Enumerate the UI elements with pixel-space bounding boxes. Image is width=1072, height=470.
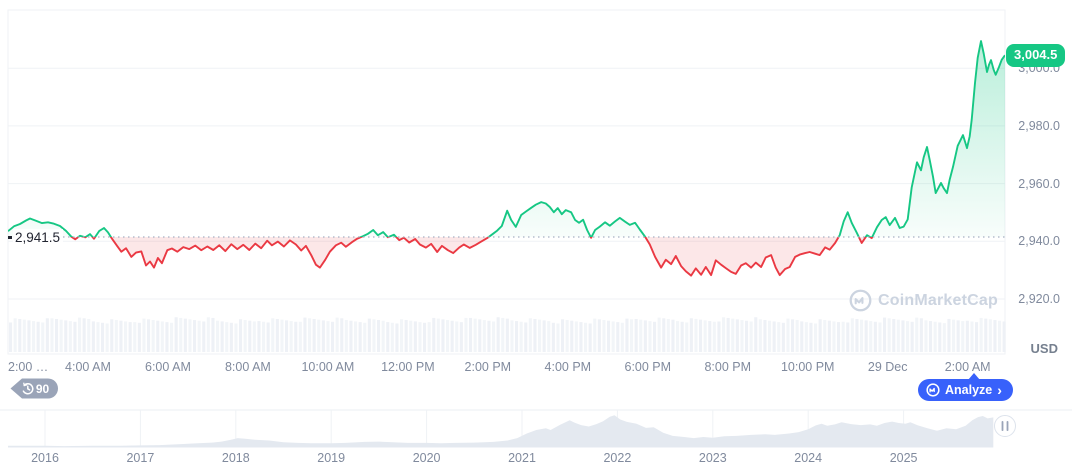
- watermark-text: CoinMarketCap: [878, 291, 998, 309]
- navigator-year-label: 2022: [603, 451, 632, 465]
- current-price-tag: 3,004.5: [1006, 44, 1066, 67]
- watermark: CoinMarketCap: [849, 289, 998, 312]
- coinmarketcap-logo-icon: [849, 289, 872, 312]
- y-axis-tick-label: 2,940.0: [1018, 234, 1060, 249]
- coinmarketcap-logo-icon: [926, 383, 940, 397]
- navigator-year-label: 2024: [794, 451, 823, 465]
- navigator-year-label: 2023: [698, 451, 727, 465]
- clock-history-icon: [22, 382, 34, 395]
- x-axis-tick-label: 12:00 PM: [381, 360, 435, 374]
- y-axis-tick-label: 2,980.0: [1018, 118, 1060, 133]
- baseline-price-label: 2,941.5: [13, 229, 64, 246]
- x-axis-tick-label: 6:00 PM: [624, 360, 672, 374]
- analyze-pointer: [968, 373, 980, 380]
- history-badge: 90: [8, 377, 60, 400]
- x-axis-tick-label: 8:00 PM: [704, 360, 752, 374]
- x-axis-tick-label: 29 Dec: [867, 360, 908, 374]
- x-axis-tick-label: 2:00 PM: [464, 360, 512, 374]
- x-axis-tick-label: 6:00 AM: [145, 360, 191, 374]
- navigator-year-label: 2016: [31, 451, 59, 465]
- x-axis-tick-label: 10:00 AM: [301, 360, 355, 374]
- y-axis-tick-label: 2,960.0: [1018, 176, 1060, 191]
- navigator-year-label: 2025: [889, 451, 918, 465]
- x-axis-tick-label: 8:00 AM: [224, 360, 271, 374]
- history-badge-shape: 90: [10, 378, 58, 399]
- history-badge-count: 90: [36, 382, 50, 396]
- analyze-button[interactable]: Analyze ›: [918, 373, 1013, 401]
- navigator-range-handle[interactable]: [994, 415, 1016, 437]
- baseline-tick: [8, 236, 12, 239]
- x-axis-tick-label: 2:00 …: [8, 360, 49, 374]
- currency-unit-label: USD: [1030, 341, 1058, 356]
- analyze-button-label: Analyze: [945, 383, 993, 397]
- navigator-year-label: 2019: [317, 451, 346, 465]
- x-axis-tick-label: 4:00 PM: [544, 360, 592, 374]
- navigator-year-label: 2021: [508, 451, 536, 465]
- x-axis-tick-label: 4:00 AM: [65, 360, 111, 374]
- y-axis-tick-label: 2,920.0: [1018, 292, 1060, 306]
- navigator[interactable]: [8, 415, 1016, 448]
- chevron-right-icon: ›: [997, 382, 1002, 398]
- x-axis-tick-label: 2:00 AM: [944, 360, 991, 374]
- navigator-year-label: 2020: [412, 451, 441, 465]
- navigator-year-label: 2018: [221, 451, 250, 465]
- navigator-year-label: 2017: [126, 451, 155, 465]
- x-axis-tick-label: 10:00 PM: [780, 360, 835, 374]
